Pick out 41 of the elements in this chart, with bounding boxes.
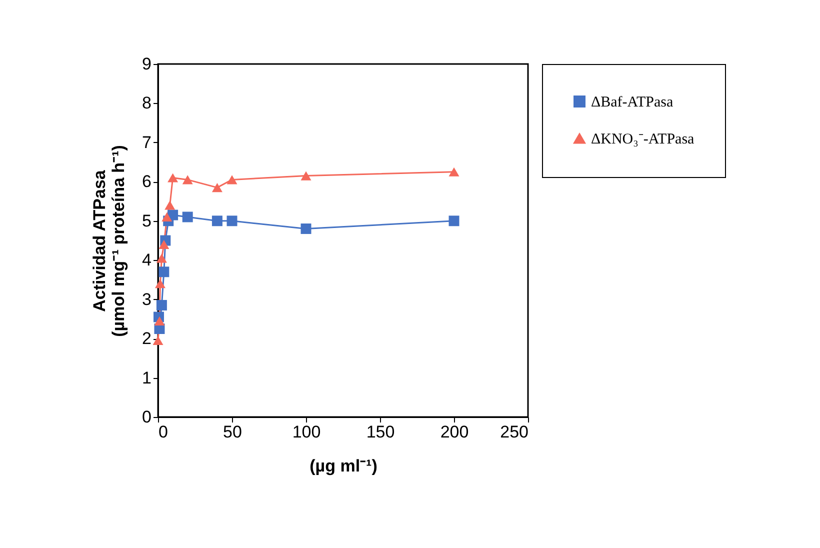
x-tick-label: 100 bbox=[292, 422, 321, 442]
x-axis-title: (µg ml⁻¹) bbox=[310, 456, 378, 476]
y-tick-label: 2 bbox=[142, 329, 152, 348]
point bbox=[158, 240, 170, 249]
y-tick-label: 1 bbox=[142, 368, 152, 388]
y-tick-label: 5 bbox=[142, 211, 152, 230]
point bbox=[448, 167, 460, 176]
point bbox=[156, 300, 167, 310]
y-tick-label: 0 bbox=[142, 408, 152, 426]
point bbox=[182, 175, 193, 184]
point bbox=[162, 212, 172, 222]
legend-label: ΔKNO₃⁻-ATPasa bbox=[591, 132, 695, 148]
legend-label: ΔBaf-ATPasa bbox=[591, 94, 674, 110]
point bbox=[448, 216, 460, 226]
y-tick-label: 4 bbox=[142, 250, 152, 270]
text: (µmol mg⁻¹ proteína h⁻¹) bbox=[109, 145, 128, 337]
point bbox=[154, 279, 166, 288]
text: Actividad ATPasa bbox=[90, 170, 110, 312]
y-tick-label: 6 bbox=[142, 172, 152, 192]
y-tick-label: 8 bbox=[142, 94, 152, 113]
x-tick-label: 250 bbox=[500, 422, 528, 442]
x-tick-label: 0 bbox=[158, 422, 168, 442]
point bbox=[156, 254, 167, 263]
point bbox=[154, 316, 165, 326]
x-tick-label: 150 bbox=[366, 422, 395, 442]
y-tick-label: 9 bbox=[142, 54, 152, 74]
point bbox=[168, 173, 178, 182]
point bbox=[226, 216, 238, 226]
y-tick-label: 3 bbox=[142, 290, 152, 309]
point bbox=[300, 223, 312, 234]
y-tick-label: 7 bbox=[142, 132, 152, 152]
x-tick-label: 50 bbox=[223, 422, 242, 442]
point bbox=[164, 200, 176, 210]
point bbox=[182, 212, 193, 222]
x-tick-label: 200 bbox=[440, 422, 469, 442]
point bbox=[212, 183, 222, 192]
point bbox=[152, 336, 164, 346]
point bbox=[158, 266, 170, 278]
point bbox=[226, 175, 238, 184]
point bbox=[300, 171, 312, 180]
point bbox=[212, 216, 222, 226]
